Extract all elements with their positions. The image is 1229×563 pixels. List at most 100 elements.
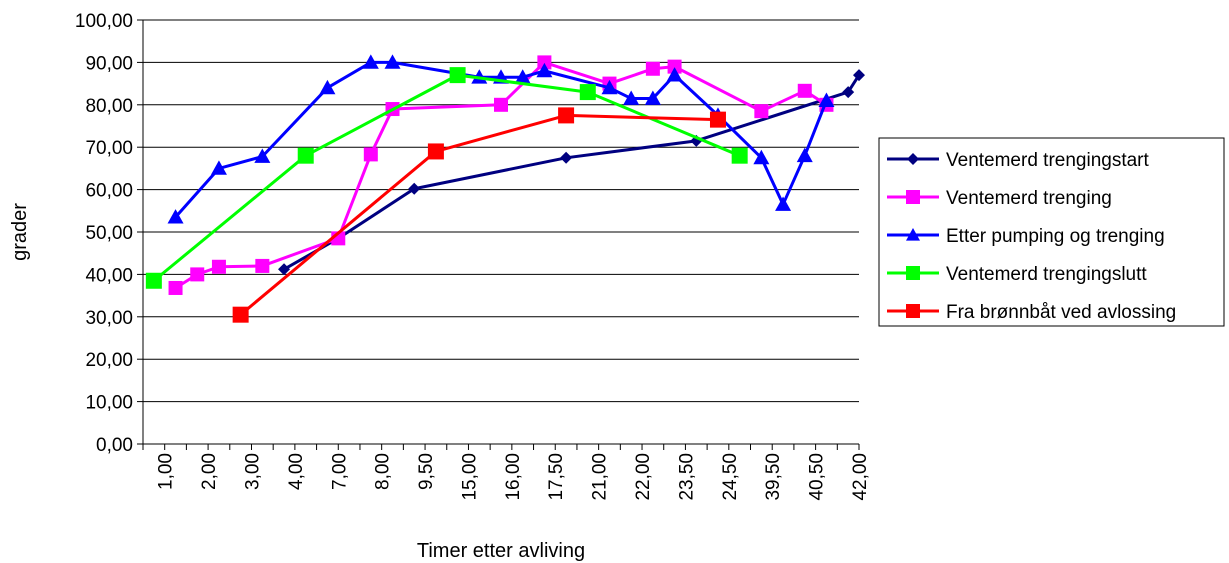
y-tick-label: 30,00 [85,308,133,329]
data-point [709,111,726,128]
x-tick-label: 24,50 [720,453,741,501]
legend-label: Ventemerd trenging [946,188,1112,209]
data-point [427,143,444,160]
data-point [255,258,270,273]
y-tick-label: 70,00 [85,138,133,159]
series-line [174,60,828,290]
legend-label: Ventemerd trengingstart [946,150,1150,171]
y-tick-label: 20,00 [85,350,133,371]
legend-item: Ventemerd trenging [887,188,1112,209]
data-point [362,54,379,69]
data-point [601,79,618,95]
x-tick-label: 39,50 [763,453,784,501]
data-point [297,147,314,164]
data-point [560,151,573,164]
y-tick-label: 0,00 [96,435,133,456]
x-tick-label: 42,00 [850,453,871,501]
y-tick-label: 80,00 [85,96,133,117]
data-point [211,259,226,274]
legend-box [878,137,1225,327]
x-tick-label: 1,00 [156,453,177,490]
data-point [319,79,336,95]
data-point [644,90,661,105]
series-0 [278,69,865,276]
x-tick-label: 8,00 [373,453,394,490]
legend: Ventemerd trengingstart Ventemerd trengin… [878,137,1225,327]
data-point [731,147,748,164]
data-point [775,196,792,211]
data-point [667,59,682,74]
data-point [753,149,770,165]
x-tick-label: 16,00 [503,453,524,501]
data-point [907,153,919,165]
x-axis-tick-labels: 1,00 2,00 3,00 4,00 7,00 8,00 9,50 15,00 16,00 17… [156,453,871,501]
data-point [449,67,466,84]
x-tick-label: 21,00 [590,453,611,501]
data-point [558,107,575,124]
series-line [239,113,719,316]
data-point [254,148,271,163]
data-point [645,61,660,76]
x-tick-label: 7,00 [329,453,350,490]
data-point [796,147,813,163]
data-point [906,190,920,204]
axes [137,19,860,450]
data-point [168,280,183,295]
y-axis-title: grader [9,203,31,261]
y-tick-label: 90,00 [85,53,133,74]
x-tick-label: 23,50 [676,453,697,501]
data-point [232,306,249,323]
data-point [167,209,184,224]
legend-item: Etter pumping og trenging [887,226,1165,247]
data-point [363,147,378,162]
data-point [408,182,421,195]
legend-item: Ventemerd trengingslutt [887,264,1147,285]
x-axis-title: Timer etter avliving [417,540,585,562]
x-tick-label: 17,50 [546,453,567,501]
data-point [190,267,205,282]
data-point [842,86,855,99]
legend-item: Ventemerd trengingstart [887,150,1150,171]
x-tick-label: 40,50 [807,453,828,501]
data-point [666,67,683,82]
series-3 [145,67,748,289]
x-tick-label: 15,00 [459,453,480,501]
data-point [853,69,865,82]
data-point [797,83,812,98]
x-tick-label: 22,00 [633,453,654,501]
y-tick-label: 40,00 [85,265,133,286]
series-4 [232,107,726,323]
y-tick-label: 100,00 [75,11,133,32]
data-point [623,90,640,105]
y-tick-label: 50,00 [85,223,133,244]
legend-label: Fra brønnbåt ved avlossing [946,302,1176,323]
data-point [579,84,596,101]
series-group [145,54,865,323]
y-tick-label: 10,00 [85,393,133,414]
x-tick-label: 4,00 [286,453,307,490]
legend-label: Etter pumping og trenging [946,226,1165,247]
data-point [384,54,401,69]
series-line [174,60,828,219]
data-point [906,228,920,241]
data-point [210,160,227,175]
data-point [818,92,835,107]
data-point [754,104,769,119]
x-tick-label: 2,00 [199,453,220,490]
y-axis-tick-labels: 0,00 10,00 20,00 30,00 40,00 50,00 60,00 70,00 8… [75,11,133,456]
x-tick-label: 9,50 [416,453,437,490]
y-tick-label: 60,00 [85,181,133,202]
data-point [906,266,920,280]
data-point [145,272,162,289]
data-point [906,304,920,318]
legend-label: Ventemerd trengingslutt [946,264,1147,285]
data-point [537,55,552,70]
legend-item: Fra brønnbåt ved avlossing [887,302,1176,323]
data-point [278,263,291,276]
series-1 [168,55,834,295]
data-point [536,62,553,78]
x-tick-label: 3,00 [242,453,263,490]
data-point [514,69,531,84]
data-point [494,97,508,112]
